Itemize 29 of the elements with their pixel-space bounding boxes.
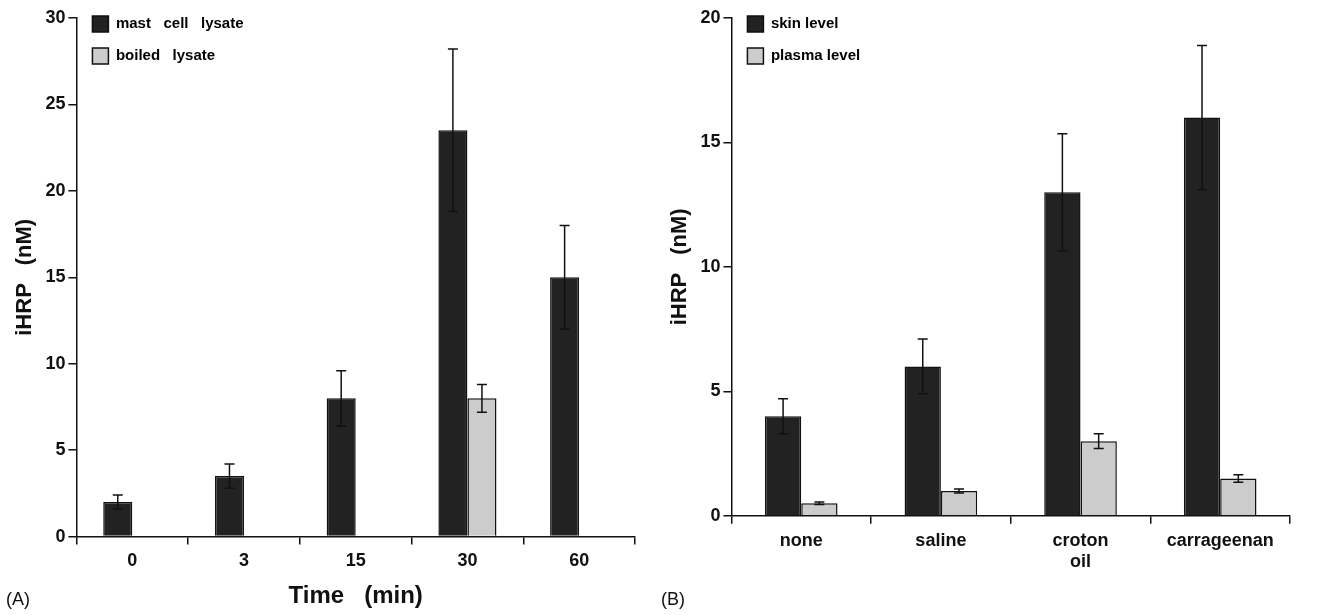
x-tick-label: saline <box>915 529 967 550</box>
x-axis-title: Time (min) <box>288 581 423 609</box>
y-tick-label: 10 <box>45 352 66 373</box>
y-axis-title: iHRP (nM) <box>666 208 692 326</box>
y-tick-label: 15 <box>45 266 66 287</box>
text: (A) <box>6 588 30 609</box>
x-tick-label: 3 <box>238 550 249 571</box>
y-tick-label: 25 <box>45 93 66 114</box>
legend-label: mast cell lysate <box>115 14 244 32</box>
y-tick-label: 10 <box>700 255 721 276</box>
y-tick-label: 20 <box>700 6 721 27</box>
x-tick-label: 30 <box>457 550 478 571</box>
legend-label: boiled lysate <box>115 46 216 64</box>
y-tick-label: 0 <box>710 504 721 525</box>
x-tick-label: 15 <box>345 550 366 571</box>
y-tick-label: 20 <box>45 179 66 200</box>
x-tick-label: 0 <box>127 550 138 571</box>
legend-label: skin level <box>770 14 839 32</box>
legend-label: plasma level <box>770 46 861 64</box>
text: (B) <box>661 588 685 609</box>
y-tick-label: 5 <box>710 380 721 401</box>
y-tick-label: 30 <box>45 6 66 27</box>
y-tick-label: 15 <box>700 131 721 152</box>
x-tick-label: none <box>779 529 823 550</box>
x-tick-label: croton oil <box>1052 529 1109 572</box>
x-tick-label: carrageenan <box>1166 529 1274 550</box>
y-axis-title: iHRP (nM) <box>11 218 37 336</box>
x-tick-label: 60 <box>569 550 590 571</box>
y-tick-label: 5 <box>55 439 66 460</box>
